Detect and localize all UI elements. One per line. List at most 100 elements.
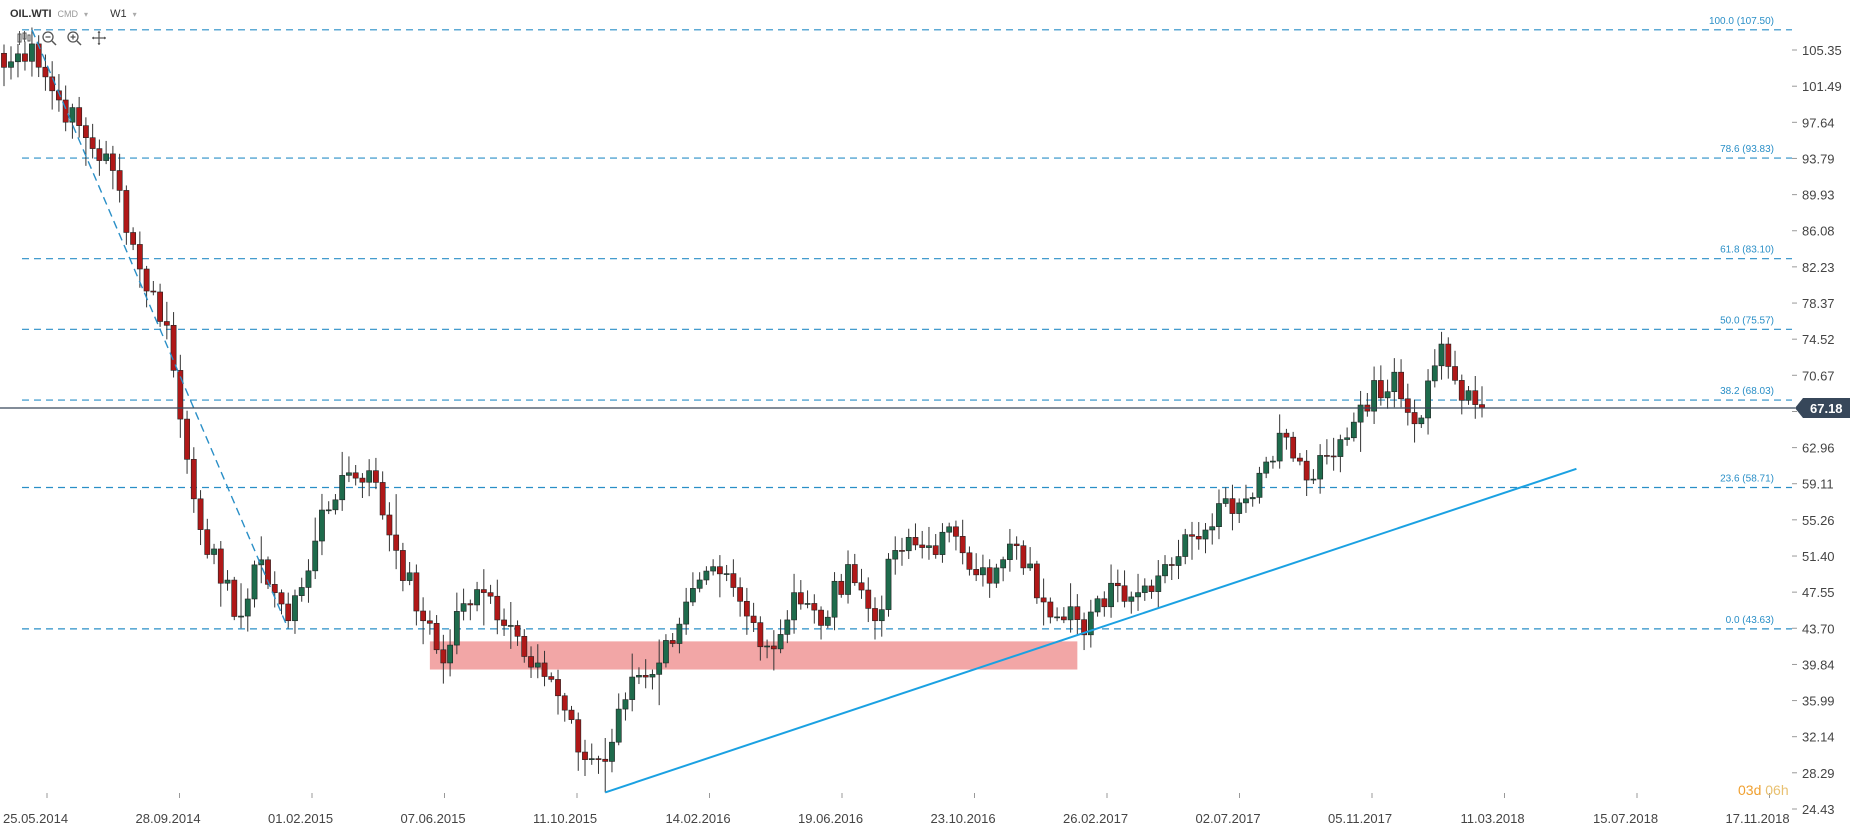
instrument-type-label[interactable]: CMD	[57, 9, 79, 19]
candle-body-down	[932, 545, 939, 555]
candle-body-up	[696, 579, 703, 589]
candle	[1216, 489, 1222, 540]
candle	[818, 606, 824, 640]
candle	[453, 592, 460, 655]
candle	[959, 519, 966, 565]
candle-body-up	[1337, 439, 1344, 457]
candle-body-up	[103, 153, 110, 161]
candle	[1357, 390, 1364, 452]
candle-body-down	[737, 587, 744, 602]
candle	[474, 581, 480, 612]
candle-body-down	[49, 76, 56, 92]
candle	[393, 494, 400, 570]
candle	[723, 564, 730, 582]
candle	[905, 528, 912, 559]
candle	[143, 265, 150, 308]
candle	[346, 456, 352, 483]
candle	[1074, 594, 1081, 636]
candle	[986, 559, 993, 598]
candle	[271, 571, 278, 608]
y-tick-label: 78.37	[1802, 296, 1835, 311]
candle	[163, 301, 170, 340]
candle-body-up	[1222, 498, 1229, 504]
candle-body-down	[1020, 545, 1027, 569]
candle-body-up	[993, 567, 1000, 584]
y-tick-label: 39.84	[1802, 657, 1835, 672]
candle-body-up	[615, 708, 622, 743]
candle-body-up	[1141, 585, 1148, 593]
candle-body-down	[986, 567, 993, 584]
candle	[103, 140, 110, 165]
candle	[1283, 428, 1290, 450]
x-tick-label: 23.10.2016	[931, 811, 996, 826]
candle-body-up	[777, 634, 784, 650]
candle-body-down	[582, 751, 588, 760]
candle	[1297, 452, 1303, 466]
candle	[157, 283, 163, 327]
candle	[1175, 539, 1182, 580]
candle	[1472, 376, 1479, 419]
candle	[1276, 414, 1283, 469]
candle	[1209, 513, 1216, 545]
candle-body-down	[56, 90, 62, 101]
candle	[244, 588, 251, 632]
candle-body-down	[35, 43, 42, 68]
candle	[932, 534, 939, 559]
candle-body-down	[872, 608, 878, 622]
candle-body-down	[136, 244, 143, 270]
candle-body-up	[764, 645, 770, 648]
fib-level-label: 0.0 (43.63)	[1726, 615, 1774, 626]
candle-body-up	[885, 558, 892, 610]
timeframe-selector[interactable]: W1	[110, 8, 127, 20]
drawn-lines	[31, 29, 1577, 794]
candle	[177, 354, 184, 438]
candle-body-down	[271, 584, 278, 593]
candle	[1013, 536, 1020, 560]
crosshair-icon[interactable]	[91, 30, 107, 46]
candle-body-down	[231, 579, 238, 617]
candle-body-down	[528, 656, 534, 668]
candle	[582, 739, 588, 776]
candle	[966, 546, 973, 576]
fib-level-label: 50.0 (75.57)	[1720, 315, 1774, 326]
candle-body-down	[1060, 616, 1067, 621]
candle	[946, 522, 953, 543]
candle-body-up	[1371, 380, 1377, 412]
candle	[352, 465, 359, 486]
candle-body-up	[784, 619, 791, 635]
candle-body-down	[1047, 601, 1054, 618]
y-tick-label: 97.64	[1802, 115, 1835, 130]
zoom-out-icon[interactable]	[41, 30, 57, 46]
candle	[379, 471, 386, 520]
chart-header: OIL.WTI CMD ▾ W1 ▾	[10, 6, 137, 22]
candle-body-up	[1128, 596, 1135, 602]
zoom-in-icon[interactable]	[66, 30, 82, 46]
candle	[1350, 412, 1357, 442]
candle-body-down	[1033, 563, 1040, 599]
candle-body-up	[453, 611, 460, 646]
candle	[204, 518, 211, 559]
candle-body-down	[1445, 343, 1452, 367]
trendline	[604, 467, 1577, 794]
symbol-label[interactable]: OIL.WTI	[10, 8, 52, 20]
candle	[743, 587, 750, 635]
candle-body-down	[487, 592, 494, 597]
candle-body-up	[1391, 371, 1398, 393]
candle-body-up	[1243, 498, 1249, 504]
candle	[636, 667, 642, 685]
candle-body-up	[8, 61, 14, 68]
candle-body-up	[292, 595, 298, 622]
candle	[1384, 379, 1391, 409]
candle	[885, 553, 892, 617]
candle	[973, 553, 980, 582]
candle-body-down	[757, 622, 764, 648]
chevron-down-icon[interactable]: ▾	[84, 9, 89, 19]
chevron-down-icon[interactable]: ▾	[132, 9, 137, 19]
candles-icon[interactable]	[16, 30, 32, 46]
candle	[892, 536, 899, 575]
candle-body-up	[244, 598, 251, 617]
current-price-label: 67.18	[1810, 401, 1843, 416]
candle	[1270, 455, 1276, 469]
candle-body-down	[1114, 582, 1121, 587]
